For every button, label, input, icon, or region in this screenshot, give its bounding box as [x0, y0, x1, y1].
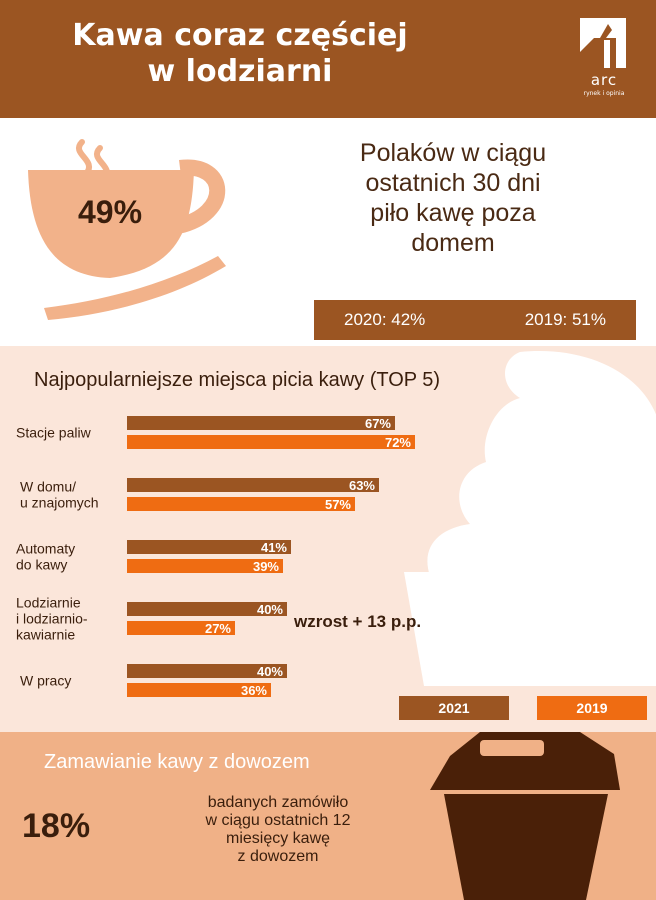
bar-value-label: 41%	[261, 540, 287, 555]
delivery-line-4: z dowozem	[237, 848, 319, 865]
bar-value-label: 72%	[385, 435, 411, 450]
category-label: W pracy	[20, 673, 71, 689]
delivery-line-2: w ciągu ostatnich 12	[205, 812, 351, 829]
stat-49-line-1: Polaków w ciągu	[359, 139, 547, 167]
takeaway-cup-icon	[430, 732, 620, 900]
bar-2021	[127, 416, 395, 430]
stat-49-line-3: piło kawę poza	[370, 199, 536, 227]
year-comparison-bar: 2020: 42% 2019: 51%	[314, 300, 636, 340]
arc-logo: arc rynek i opinia	[574, 14, 634, 100]
delivery-title: Zamawianie kawy z dowozem	[44, 751, 310, 773]
bar-2019	[127, 559, 283, 573]
top5-section: Najpopularniejsze miejsca picia kawy (TO…	[0, 346, 656, 732]
legend-2019: 2019	[537, 696, 647, 720]
year-2019-value: 2019: 51%	[524, 310, 606, 329]
delivery-line-3: miesięcy kawę	[225, 830, 331, 847]
coffee-cup-icon	[28, 139, 226, 320]
delivery-section: Zamawianie kawy z dowozem 18% badanych z…	[0, 732, 656, 900]
coffee-out-section: 49% Polaków w ciągu ostatnich 30 dni pił…	[0, 118, 656, 346]
stat-49-text: Polaków w ciągu ostatnich 30 dni piło ka…	[318, 138, 588, 258]
bar-value-label: 27%	[205, 621, 231, 636]
bar-value-label: 40%	[257, 602, 283, 617]
category-label: W domu/	[20, 479, 76, 495]
bar-2021	[127, 478, 379, 492]
bar-2019	[127, 435, 415, 449]
growth-annotation: wzrost + 13 p.p.	[294, 612, 422, 631]
category-label: Automaty	[16, 541, 75, 557]
bar-2021	[127, 602, 287, 616]
year-2020-value: 2020: 42%	[344, 310, 426, 329]
stat-49-line-4: domem	[411, 229, 495, 257]
bar-value-label: 39%	[253, 559, 279, 574]
bar-chart: Stacje paliw 67% 72% W domu/u znajomych 63% 5…	[16, 416, 415, 698]
bar-2021	[127, 664, 287, 678]
logo-tagline: rynek i opinia	[583, 90, 625, 97]
page-title: Kawa coraz częściej w lodziarni	[0, 18, 480, 90]
bar-value-label: 36%	[241, 683, 267, 698]
arc-logo-icon	[580, 18, 626, 68]
delivery-value: 18%	[22, 807, 91, 845]
bar-value-label: 57%	[325, 497, 351, 512]
category-label: Lodziarnie	[16, 595, 81, 611]
bar-2021	[127, 540, 291, 554]
delivery-text: badanych zamówiło w ciągu ostatnich 12 m…	[178, 794, 378, 866]
title-line-2: w lodziarni	[147, 54, 333, 89]
bar-2019	[127, 621, 235, 635]
chart-title: Najpopularniejsze miejsca picia kawy (TO…	[34, 369, 441, 391]
stat-49-line-2: ostatnich 30 dni	[365, 169, 541, 197]
header-banner: Kawa coraz częściej w lodziarni arc ryne…	[0, 0, 656, 118]
ice-cream-icon	[404, 351, 656, 686]
category-label: u znajomych	[20, 495, 99, 511]
category-label: do kawy	[16, 557, 67, 573]
bar-2019	[127, 683, 271, 697]
stat-49-value: 49%	[77, 194, 143, 230]
title-line-1: Kawa coraz częściej	[72, 18, 408, 53]
logo-word: arc	[590, 71, 618, 89]
category-label: i lodziarnio-	[16, 611, 88, 627]
category-label: kawiarnie	[16, 627, 75, 643]
bar-value-label: 40%	[257, 664, 283, 679]
category-label: Stacje paliw	[16, 425, 92, 441]
bar-value-label: 63%	[349, 478, 375, 493]
bar-value-label: 67%	[365, 416, 391, 431]
legend-2021: 2021	[399, 696, 509, 720]
delivery-line-1: badanych zamówiło	[207, 794, 349, 811]
bar-2019	[127, 497, 355, 511]
